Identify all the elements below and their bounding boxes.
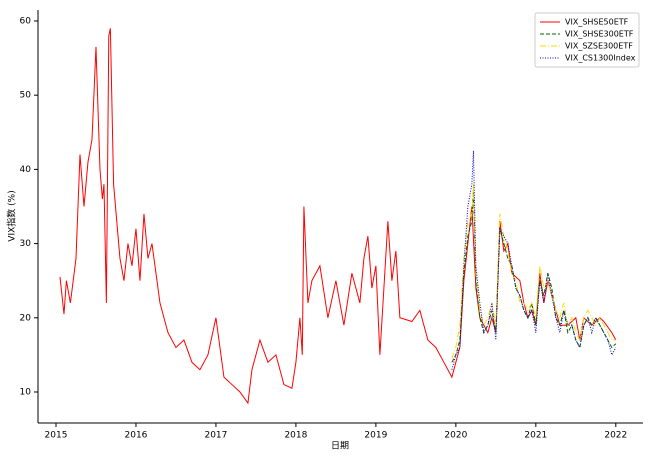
y-tick-label: 40 (20, 165, 32, 175)
x-tick-label: 2018 (284, 431, 307, 441)
x-tick-label: 2017 (204, 431, 227, 441)
y-axis-label: VIX指数 (%) (6, 190, 18, 241)
legend-label: VIX_SHSE300ETF (565, 30, 634, 39)
x-tick-label: 2016 (125, 431, 148, 441)
y-tick-label: 50 (20, 91, 32, 101)
x-axis-label: 日期 (331, 441, 349, 452)
series-line (59, 28, 617, 405)
x-tick-label: 2019 (364, 431, 387, 441)
series-line (451, 184, 616, 359)
x-tick-label: 2015 (45, 431, 68, 441)
x-tick-label: 2021 (524, 431, 547, 441)
legend-label: VIX_CS1300Index (565, 54, 636, 63)
legend-box (534, 12, 640, 68)
series-line (451, 150, 617, 370)
x-tick-label: 2022 (604, 431, 627, 441)
legend-label: VIX_SHSE50ETF (565, 18, 629, 27)
y-tick-label: 30 (20, 239, 32, 249)
x-tick-label: 2020 (444, 431, 467, 441)
y-tick-label: 20 (20, 313, 32, 323)
y-tick-label: 10 (20, 387, 32, 397)
y-tick-label: 60 (20, 16, 32, 26)
legend-label: VIX_SZSE300ETF (565, 42, 633, 51)
